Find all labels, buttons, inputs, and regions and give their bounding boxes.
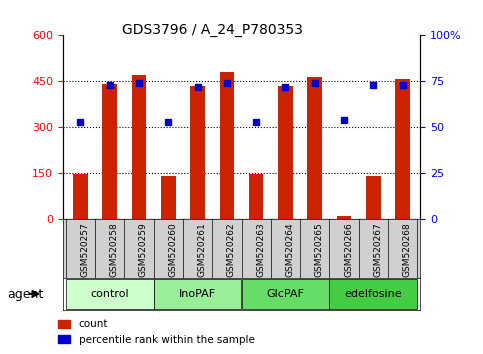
Bar [66, 279, 154, 309]
Bar [102, 85, 117, 219]
Point [399, 82, 407, 88]
Text: GSM520266: GSM520266 [344, 222, 353, 277]
Point [194, 84, 201, 90]
Point [106, 82, 114, 88]
Text: GSM520257: GSM520257 [80, 222, 89, 277]
Text: GSM520264: GSM520264 [285, 222, 295, 277]
Text: InoPAF: InoPAF [179, 289, 216, 299]
Bar [161, 176, 176, 219]
Text: GSM520262: GSM520262 [227, 222, 236, 277]
Text: GSM520268: GSM520268 [403, 222, 412, 277]
Text: GSM520263: GSM520263 [256, 222, 265, 277]
Point [282, 84, 289, 90]
Bar [154, 279, 242, 309]
Bar [242, 279, 329, 309]
Bar [307, 77, 322, 219]
Text: agent: agent [7, 288, 43, 301]
Bar [329, 279, 417, 309]
Text: GSM520265: GSM520265 [315, 222, 324, 277]
Legend: count, percentile rank within the sample: count, percentile rank within the sample [54, 315, 258, 349]
Point [252, 119, 260, 125]
Point [340, 117, 348, 123]
Point [223, 80, 231, 86]
Text: GDS3796 / A_24_P780353: GDS3796 / A_24_P780353 [122, 23, 303, 37]
Text: GSM520267: GSM520267 [373, 222, 383, 277]
Text: GlcPAF: GlcPAF [267, 289, 304, 299]
Text: GSM520261: GSM520261 [198, 222, 207, 277]
Point [76, 119, 84, 125]
Point [164, 119, 172, 125]
Point [369, 82, 377, 88]
Text: GSM520259: GSM520259 [139, 222, 148, 277]
Point [135, 80, 143, 86]
Bar [220, 72, 234, 219]
Point [311, 80, 319, 86]
Bar [132, 75, 146, 219]
Bar [249, 174, 263, 219]
Bar [366, 176, 381, 219]
Bar [278, 86, 293, 219]
Bar [190, 86, 205, 219]
Bar [337, 216, 351, 219]
Text: GSM520258: GSM520258 [110, 222, 119, 277]
Bar [73, 174, 88, 219]
Text: control: control [90, 289, 129, 299]
Bar [395, 79, 410, 219]
Text: edelfosine: edelfosine [344, 289, 402, 299]
Text: GSM520260: GSM520260 [168, 222, 177, 277]
